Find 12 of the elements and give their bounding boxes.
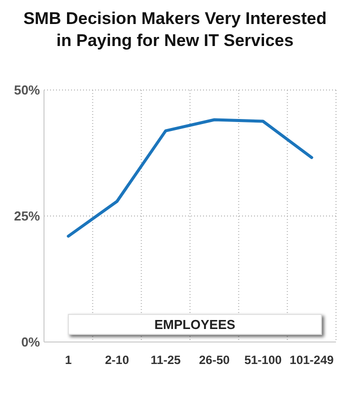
x-tick-label: 2-10 <box>104 353 130 367</box>
x-tick-label: 26-50 <box>198 353 230 367</box>
y-tick-label: 25% <box>14 208 40 224</box>
x-tick-label: 1 <box>64 353 72 367</box>
x-tick-label: 101-249 <box>290 353 334 367</box>
x-tick-label: 11-25 <box>150 353 182 367</box>
x-axis-title: EMPLOYEES <box>154 316 236 332</box>
chart-title: SMB Decision Makers Very Interested in Paying for New IT Services <box>23 9 327 50</box>
line-series <box>66 118 314 238</box>
y-tick-label: 0% <box>21 334 40 350</box>
y-tick-label: 50% <box>14 82 40 98</box>
x-tick-label: 51-100 <box>244 353 282 367</box>
